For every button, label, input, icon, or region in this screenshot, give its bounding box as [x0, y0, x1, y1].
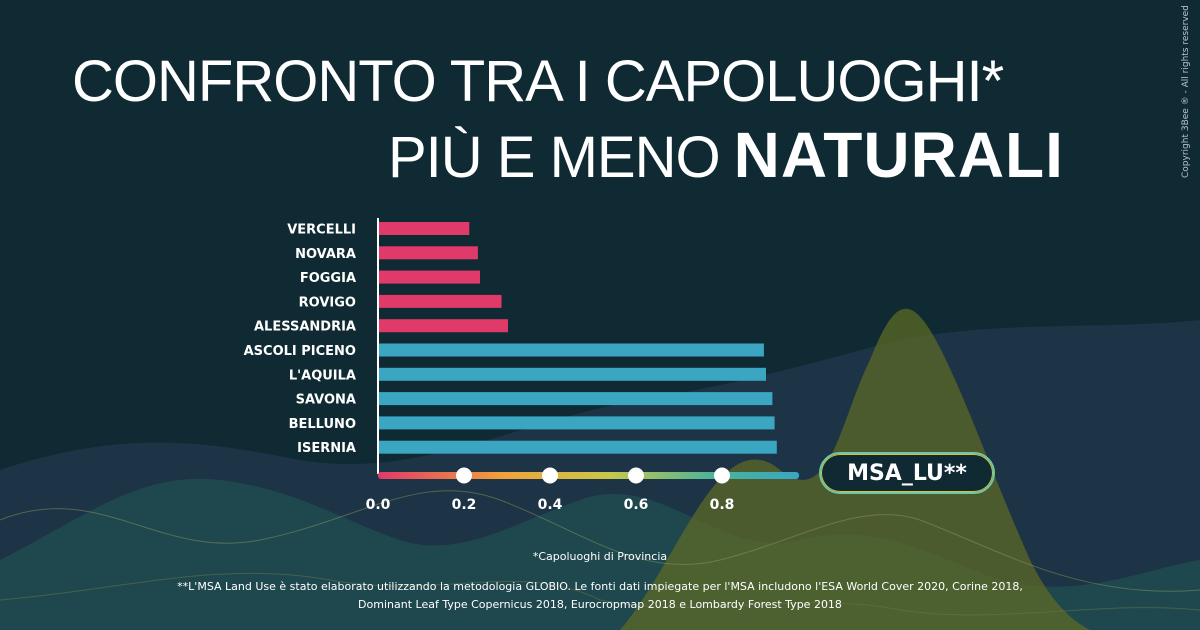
x-axis-ticks: 0.0 0.2 0.4 0.6 0.8 — [366, 467, 735, 513]
x-tick-marker — [456, 467, 472, 484]
x-tick-marker — [542, 467, 558, 484]
x-tick-label: 0.0 — [366, 497, 391, 513]
category-label: VERCELLI — [287, 223, 356, 238]
bars-layer — [379, 222, 777, 454]
page-title-line-1: CONFRONTO TRA I CAPOLUOGHI* — [72, 49, 1004, 114]
copyright-text: Copyright 3Bee ® - All rights reserved — [1181, 5, 1191, 178]
page-title-line-2: PIÙ E MENO NATURALI — [388, 118, 1064, 192]
x-axis-gradient-bar — [378, 472, 800, 479]
bar-vercelli — [379, 222, 470, 235]
bar-l-aquila — [379, 367, 766, 381]
bar-alessandria — [379, 319, 508, 333]
bar-foggia — [379, 270, 480, 284]
category-label: BELLUNO — [289, 417, 356, 432]
x-tick-label: 0.4 — [538, 497, 563, 513]
bar-novara — [379, 246, 478, 260]
msa-lu-badge: MSA_LU** — [819, 452, 995, 494]
copyright-notice: Copyright 3Bee ® - All rights reserved — [1181, 5, 1191, 178]
footnote-msa-sources: **L'MSA Land Use è stato elaborato utili… — [0, 578, 1200, 614]
category-label: FOGGIA — [300, 271, 356, 286]
x-tick-label: 0.6 — [624, 497, 649, 513]
category-labels: VERCELLI NOVARA FOGGIA ROVIGO ALESSANDRIA ASC… — [244, 223, 356, 457]
bar-savona — [379, 392, 773, 406]
x-tick-marker — [714, 467, 730, 484]
category-label: L'AQUILA — [289, 368, 356, 383]
category-label: NOVARA — [295, 247, 356, 262]
title-bold-text: NATURALI — [733, 119, 1064, 191]
category-label: SAVONA — [296, 393, 356, 408]
x-tick-label: 0.8 — [710, 497, 735, 513]
x-tick-label: 0.2 — [452, 497, 477, 513]
footnote-capoluoghi: *Capoluoghi di Provincia — [532, 550, 668, 563]
title-regular-text: PIÙ E MENO — [388, 125, 721, 190]
category-label: ROVIGO — [299, 295, 356, 310]
bar-rovigo — [379, 294, 502, 308]
bar-ascoli-piceno — [379, 343, 764, 357]
bar-belluno — [379, 416, 775, 430]
footnote-msa-line-1: **L'MSA Land Use è stato elaborato utili… — [177, 580, 1023, 593]
footnote-msa-line-2: Dominant Leaf Type Copernicus 2018, Euro… — [358, 598, 842, 611]
category-label: ALESSANDRIA — [254, 320, 356, 335]
x-tick-marker — [628, 467, 644, 484]
category-label: ISERNIA — [297, 441, 356, 456]
category-label: ASCOLI PICENO — [244, 344, 356, 359]
bar-isernia — [379, 440, 777, 454]
